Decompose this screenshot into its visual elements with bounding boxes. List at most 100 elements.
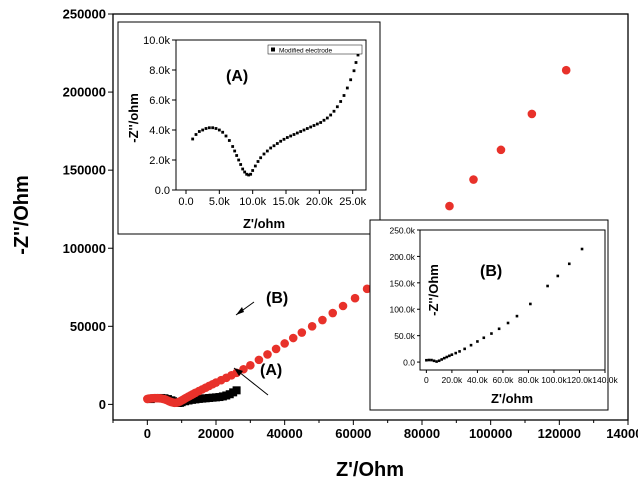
inset-a-y-tick-label: 6.0k xyxy=(149,95,170,107)
main-series-b-point xyxy=(496,145,506,155)
main-y-tick-label: 150000 xyxy=(63,163,106,178)
inset-b-x-tick-label: 140.0k xyxy=(592,375,618,385)
inset-b-label: (B) xyxy=(480,263,502,280)
inset-a-point xyxy=(352,69,356,73)
inset-a-panel xyxy=(117,21,381,235)
inset-a-point xyxy=(211,126,215,130)
inset-a-point xyxy=(201,128,205,132)
main-y-tick-label: 250000 xyxy=(63,7,106,22)
main-series-b-point xyxy=(318,315,327,325)
inset-b-y-axis: 0.0 50.0k 100.0k 150.0k 200.0k 250.0k xyxy=(389,226,420,368)
main-y-tick-label: 50000 xyxy=(70,319,106,334)
main-x-axis-label: Z'/Ohm xyxy=(336,459,404,481)
inset-a-point xyxy=(332,109,336,113)
inset-b-x-tick-label: 40.0k xyxy=(467,375,489,385)
main-series-b-point xyxy=(246,361,255,370)
main-y-tick-label: 0 xyxy=(99,397,106,412)
inset-b-point xyxy=(580,247,584,251)
main-series-b-point xyxy=(350,293,360,303)
annotation-b-arrowhead xyxy=(236,307,244,315)
inset-b-point xyxy=(490,332,493,335)
inset-a-point xyxy=(309,125,313,129)
inset-a-point xyxy=(217,128,221,132)
inset-b-x-tick-label: 100.0k xyxy=(541,375,567,385)
main-x-tick-label: 60000 xyxy=(335,426,371,441)
inset-a-y-tick-label: 4.0k xyxy=(149,125,170,137)
main-series-b-point xyxy=(445,201,454,211)
inset-b-x-tick-label: 0 xyxy=(424,375,429,385)
inset-b-point xyxy=(556,274,560,278)
inset-a-point xyxy=(233,149,237,153)
inset-b-y-tick-label: 100.0k xyxy=(389,305,415,315)
inset-b-point xyxy=(440,358,443,361)
inset-b-x-tick-label: 120.0k xyxy=(567,375,593,385)
inset-a-point xyxy=(249,172,253,176)
main-x-axis: 0 20000 40000 60000 80000 100000 120000 140000 xyxy=(112,420,638,441)
inset-a-point xyxy=(191,137,195,141)
inset-a-point xyxy=(312,124,316,127)
inset-a-y-tick-label: 8.0k xyxy=(149,65,170,77)
main-series-b-point xyxy=(271,344,281,354)
inset-a-x-tick-label: 0.0 xyxy=(178,196,193,208)
inset-b-plot-frame xyxy=(419,229,606,371)
main-series-b-point xyxy=(527,109,537,119)
inset-b-point xyxy=(448,354,451,358)
inset-b-point xyxy=(567,262,571,266)
inset-b-point xyxy=(437,359,441,363)
inset-a-point xyxy=(305,127,309,130)
inset-b-point xyxy=(506,321,510,325)
inset-b-point xyxy=(450,353,454,356)
inset-a-x-tick-label: 25.0k xyxy=(339,196,366,208)
main-series-b-point xyxy=(288,333,298,343)
inset-a-point xyxy=(279,139,283,143)
annotation-b-label: (B) xyxy=(266,290,288,307)
inset-a-plot-frame xyxy=(175,39,367,191)
inset-a-point xyxy=(251,169,255,172)
inset-a-x-axis: 0.0 5.0k 10.0k 15.0k 20.0k 25.0k xyxy=(178,190,367,208)
inset-a-point xyxy=(356,53,360,57)
inset-a-point xyxy=(214,127,218,130)
inset-b-point xyxy=(476,340,479,343)
inset-b-y-tick-label: 200.0k xyxy=(389,252,415,262)
inset-a-point xyxy=(299,130,303,133)
annotation-a-label: (A) xyxy=(260,362,282,379)
inset-a-legend xyxy=(267,44,363,55)
main-x-tick-label: 40000 xyxy=(267,426,303,441)
main-y-tick-label: 100000 xyxy=(63,241,106,256)
inset-a-legend-label: Modified electrode xyxy=(279,47,332,54)
inset-b-point xyxy=(432,359,436,363)
main-series-b-point xyxy=(328,308,338,318)
inset-a-point xyxy=(237,158,241,162)
main-series-b-point xyxy=(338,301,348,311)
inset-b-point xyxy=(442,356,446,360)
inset-a-y-axis: 0.0 2.0k 4.0k 6.0k 8.0k 10.0k xyxy=(143,35,176,197)
inset-a-x-axis-label: Z'/ohm xyxy=(243,216,285,231)
inset-b-plot-points xyxy=(425,247,584,363)
inset-b-panel xyxy=(369,219,609,411)
inset-a-point xyxy=(269,146,273,150)
inset-b-y-tick-label: 150.0k xyxy=(389,278,415,288)
inset-a-point xyxy=(322,118,326,122)
main-plot-frame xyxy=(112,13,629,421)
inset-a-point xyxy=(231,145,235,148)
inset-b-x-axis-label: Z'/ohm xyxy=(491,391,533,406)
inset-b-point xyxy=(469,343,473,347)
inset-a-point xyxy=(289,134,293,138)
inset-a-point xyxy=(239,163,243,166)
inset-b-point xyxy=(435,360,438,363)
inset-a-point xyxy=(345,86,349,90)
inset-a-point xyxy=(243,170,247,174)
inset-a-point xyxy=(194,133,198,136)
inset-a-y-axis-label: -Z''/ohm xyxy=(126,93,141,143)
main-series-b-point xyxy=(307,322,317,331)
inset-a-point xyxy=(253,164,257,168)
main-x-tick-label: 0 xyxy=(144,426,151,441)
inset-a-point xyxy=(282,137,286,141)
inset-b-point xyxy=(430,358,433,362)
inset-a-point xyxy=(335,105,339,109)
inset-a-y-tick-label: 0.0 xyxy=(155,185,170,197)
main-x-tick-label: 120000 xyxy=(538,426,581,441)
inset-b-y-tick-label: 250.0k xyxy=(389,226,415,236)
